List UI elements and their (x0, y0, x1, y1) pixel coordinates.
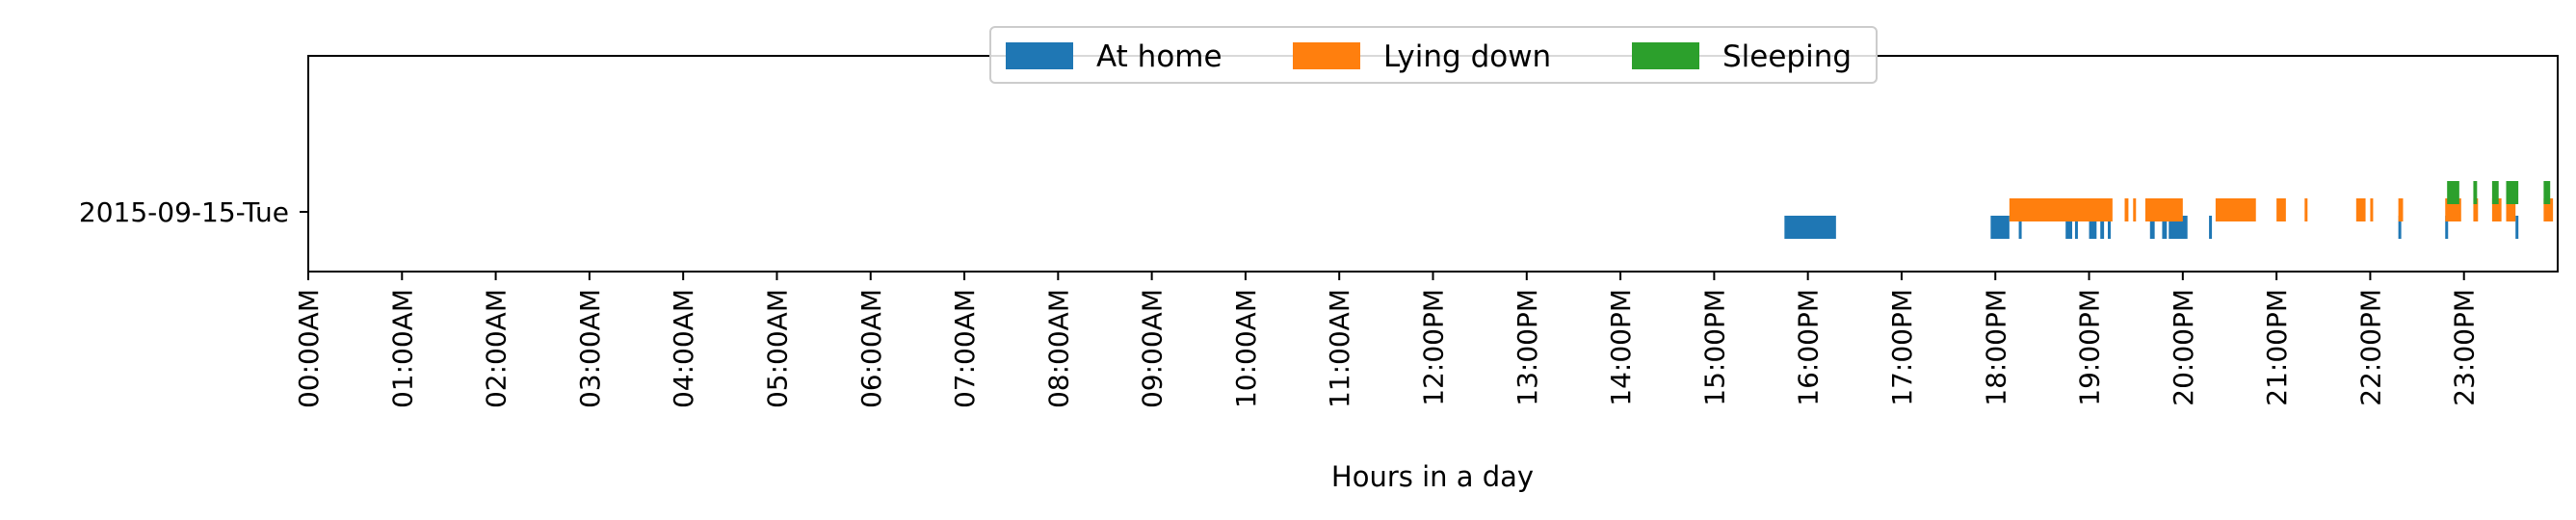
x-tick-label-3: 03:00AM (574, 289, 606, 408)
x-tick-label-14: 14:00PM (1605, 289, 1637, 406)
bar-sleeping-1 (2473, 181, 2478, 204)
y-tick-label-0: 2015-09-15-Tue (79, 196, 289, 228)
bar-lying-down-13 (2506, 198, 2516, 221)
bar-lying-down-0 (2009, 198, 2113, 221)
bar-lying-down-5 (2276, 198, 2286, 221)
bar-sleeping-2 (2491, 181, 2499, 204)
x-tick-label-6: 06:00AM (855, 289, 887, 408)
x-tick-label-0: 00:00AM (293, 289, 325, 408)
bar-lying-down-4 (2215, 198, 2256, 221)
bar-lying-down-1 (2124, 198, 2129, 221)
x-tick-label-17: 17:00PM (1886, 289, 1918, 406)
x-tick-label-16: 16:00PM (1793, 289, 1825, 406)
bar-sleeping-4 (2543, 181, 2551, 204)
x-tick-label-10: 10:00AM (1230, 289, 1262, 408)
bar-at-home-13 (2445, 216, 2449, 239)
x-tick-label-18: 18:00PM (1980, 289, 2011, 406)
bar-at-home-5 (2089, 216, 2097, 239)
bar-at-home-2 (2018, 216, 2022, 239)
bar-at-home-11 (2209, 216, 2213, 239)
legend-swatch-0 (1006, 42, 1073, 69)
bar-lying-down-7 (2355, 198, 2366, 221)
bar-lying-down-9 (2398, 198, 2404, 221)
bar-lying-down-3 (2144, 198, 2183, 221)
x-axis: 00:00AM 01:00AM 02:00AM 03:00AM 04:00AM 05:00… (293, 272, 2481, 408)
bar-at-home-3 (2065, 216, 2073, 239)
bar-lying-down-12 (2491, 198, 2502, 221)
bar-at-home-14 (2515, 216, 2519, 239)
bar-at-home-1 (1990, 216, 2010, 239)
x-tick-label-20: 20:00PM (2168, 289, 2199, 406)
x-tick-label-19: 19:00PM (2074, 289, 2106, 406)
y-axis: 2015-09-15-Tue (79, 196, 308, 228)
x-tick-label-5: 05:00AM (761, 289, 793, 408)
legend: At home Lying down Sleeping (989, 26, 1878, 84)
bar-lying-down-8 (2370, 198, 2374, 221)
x-tick-label-15: 15:00PM (1698, 289, 1730, 406)
bar-lying-down-11 (2473, 198, 2479, 221)
bar-lying-down-2 (2133, 198, 2137, 221)
bar-at-home-6 (2100, 216, 2105, 239)
x-axis-title: Hours in a day (1331, 460, 1534, 493)
x-tick-label-1: 01:00AM (386, 289, 418, 408)
x-tick-label-2: 02:00AM (481, 289, 513, 408)
bar-sleeping-3 (2506, 181, 2519, 204)
x-tick-label-23: 23:00PM (2449, 289, 2481, 406)
x-tick-label-13: 13:00PM (1511, 289, 1543, 406)
bar-lying-down-6 (2304, 198, 2308, 221)
x-tick-label-22: 22:00PM (2354, 289, 2386, 406)
plot-area-frame (307, 55, 2559, 273)
x-tick-label-9: 09:00AM (1137, 289, 1169, 408)
x-tick-label-12: 12:00PM (1418, 289, 1450, 406)
legend-label-0: At home (1096, 39, 1222, 74)
bars-layer (1784, 181, 2554, 239)
legend-swatch-2 (1632, 42, 1699, 69)
bar-at-home-4 (2074, 216, 2078, 239)
bar-at-home-7 (2108, 216, 2111, 239)
x-tick-label-7: 07:00AM (949, 289, 981, 408)
bar-at-home-9 (2162, 216, 2168, 239)
x-tick-label-11: 11:00AM (1324, 289, 1355, 408)
x-tick-label-8: 08:00AM (1042, 289, 1074, 408)
legend-swatch-1 (1293, 42, 1360, 69)
bar-lying-down-14 (2543, 198, 2554, 221)
legend-label-1: Lying down (1383, 39, 1551, 74)
bar-at-home-12 (2398, 216, 2402, 239)
bar-sleeping-0 (2447, 181, 2459, 204)
bar-at-home-0 (1784, 216, 1836, 239)
x-tick-label-4: 04:00AM (668, 289, 699, 408)
x-tick-label-21: 21:00PM (2261, 289, 2293, 406)
legend-label-2: Sleeping (1722, 39, 1852, 74)
bar-at-home-8 (2149, 216, 2155, 239)
